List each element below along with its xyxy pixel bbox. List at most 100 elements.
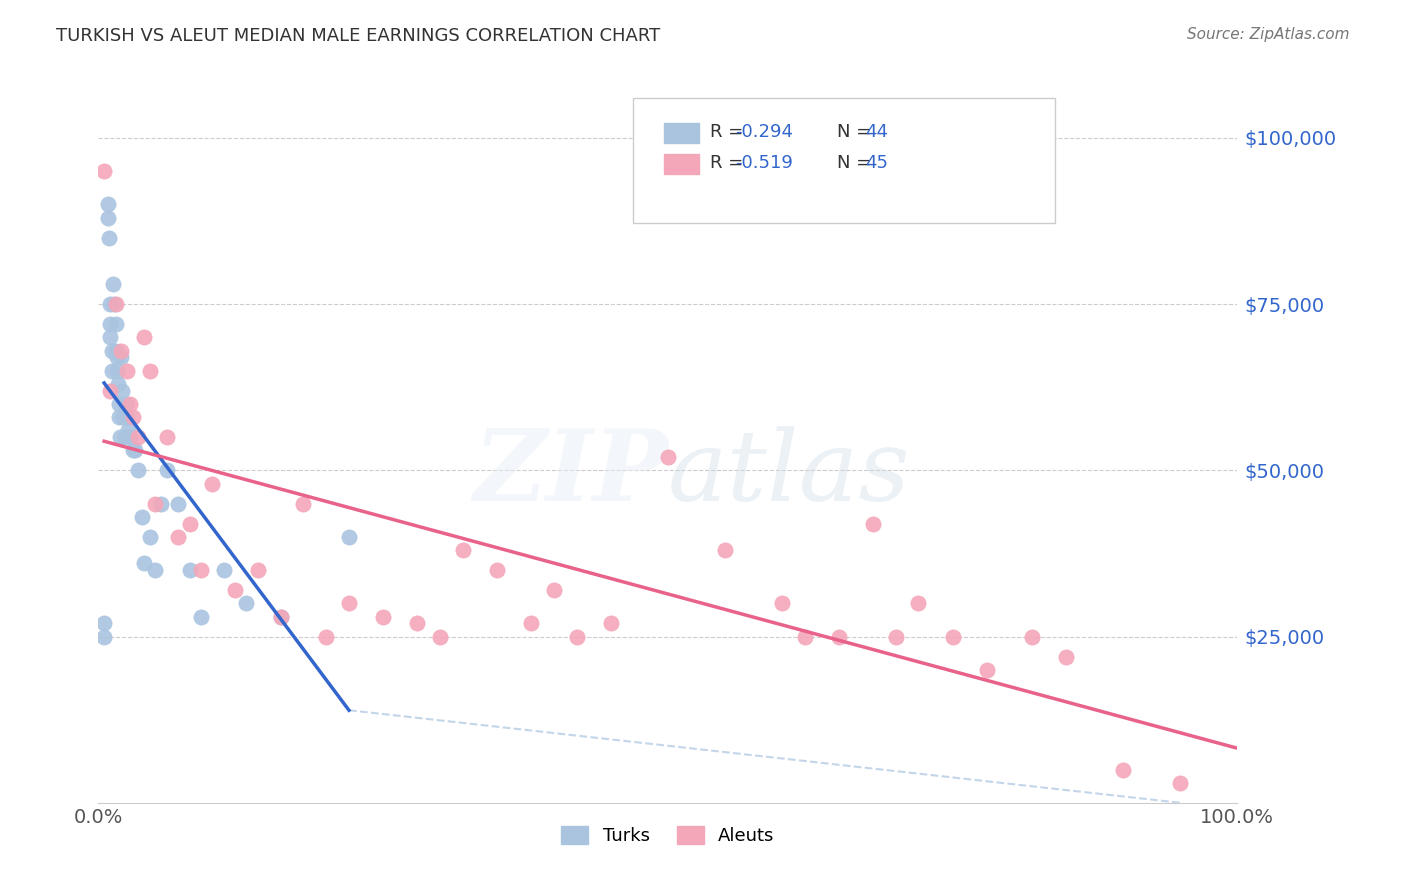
Point	[101, 363, 124, 377]
Text: TURKISH VS ALEUT MEDIAN MALE EARNINGS CORRELATION CHART: TURKISH VS ALEUT MEDIAN MALE EARNINGS CO…	[56, 27, 661, 45]
Point	[138, 363, 160, 377]
Point	[600, 616, 623, 631]
Point	[179, 516, 201, 531]
Point	[93, 616, 115, 631]
Legend: Turks, Aleuts: Turks, Aleuts	[554, 819, 782, 852]
Point	[111, 384, 134, 398]
Point	[104, 297, 127, 311]
Point	[97, 230, 120, 244]
Point	[167, 530, 190, 544]
Point	[145, 497, 167, 511]
Point	[224, 582, 246, 597]
Point	[98, 330, 121, 344]
Point	[201, 476, 224, 491]
Point	[115, 410, 138, 425]
Point	[657, 450, 679, 464]
Point	[371, 609, 394, 624]
Point	[138, 530, 160, 544]
Point	[112, 410, 135, 425]
Point	[127, 463, 149, 477]
Text: ZIP: ZIP	[472, 425, 668, 522]
Point	[793, 630, 815, 644]
Point	[132, 557, 155, 571]
Text: R =: R =	[710, 123, 749, 141]
Point	[145, 563, 167, 577]
Point	[212, 563, 235, 577]
Text: -0.294: -0.294	[735, 123, 793, 141]
Text: N =: N =	[837, 123, 876, 141]
Point	[96, 197, 118, 211]
Text: 45: 45	[865, 154, 887, 172]
Point	[1054, 649, 1078, 664]
Point	[108, 410, 131, 425]
Point	[114, 397, 136, 411]
Point	[121, 410, 143, 425]
Point	[117, 424, 139, 438]
Point	[565, 630, 588, 644]
Point	[429, 630, 451, 644]
Point	[131, 509, 153, 524]
Point	[104, 343, 127, 358]
Point	[862, 516, 884, 531]
Point	[190, 563, 212, 577]
Point	[120, 430, 142, 444]
Point	[150, 497, 173, 511]
Point	[337, 530, 360, 544]
Point	[942, 630, 965, 644]
Point	[770, 596, 793, 610]
Point	[110, 343, 132, 358]
Point	[714, 543, 737, 558]
Point	[406, 616, 429, 631]
Point	[828, 630, 851, 644]
Point	[292, 497, 315, 511]
Point	[108, 397, 131, 411]
Text: R =: R =	[710, 154, 749, 172]
Text: Source: ZipAtlas.com: Source: ZipAtlas.com	[1187, 27, 1350, 42]
Point	[976, 663, 998, 677]
Point	[96, 211, 118, 225]
Point	[132, 330, 155, 344]
Text: -0.519: -0.519	[735, 154, 793, 172]
Point	[270, 609, 292, 624]
Point	[108, 430, 131, 444]
Point	[115, 363, 138, 377]
Point	[907, 596, 929, 610]
Point	[156, 430, 179, 444]
Point	[156, 463, 179, 477]
Point	[270, 609, 292, 624]
Text: atlas: atlas	[668, 426, 911, 521]
Point	[120, 397, 142, 411]
Point	[520, 616, 543, 631]
Point	[179, 563, 201, 577]
Point	[107, 376, 129, 391]
Point	[93, 164, 115, 178]
Point	[98, 384, 121, 398]
Point	[884, 630, 907, 644]
Point	[103, 297, 125, 311]
Point	[451, 543, 474, 558]
Text: 44: 44	[865, 123, 887, 141]
Point	[124, 443, 146, 458]
Point	[105, 363, 128, 377]
Point	[543, 582, 565, 597]
Point	[121, 443, 143, 458]
Point	[1170, 776, 1192, 790]
Point	[98, 297, 121, 311]
Point	[103, 277, 125, 292]
Point	[486, 563, 509, 577]
Point	[110, 351, 132, 365]
Point	[114, 430, 136, 444]
Point	[190, 609, 212, 624]
Point	[246, 563, 269, 577]
Point	[315, 630, 337, 644]
Point	[98, 317, 121, 331]
Point	[1021, 630, 1043, 644]
Point	[1112, 763, 1135, 777]
Point	[104, 317, 127, 331]
Text: N =: N =	[837, 154, 876, 172]
Point	[167, 497, 190, 511]
Point	[101, 343, 124, 358]
Point	[105, 351, 128, 365]
Point	[235, 596, 257, 610]
Point	[337, 596, 360, 610]
